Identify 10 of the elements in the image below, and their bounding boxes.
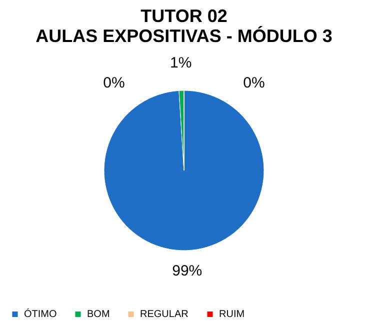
text: 0% xyxy=(243,74,265,92)
legend-label: REGULAR xyxy=(140,309,188,320)
legend-label: BOM xyxy=(87,309,110,320)
data-label: 99% xyxy=(172,262,202,280)
chart-title: TUTOR 02 AULAS EXPOSITIVAS - MÓDULO 3 xyxy=(36,6,332,46)
legend-label: ÓTIMO xyxy=(24,308,57,320)
data-label: 1% xyxy=(170,54,192,72)
text: 0% xyxy=(103,74,125,92)
legend-label: RUIM xyxy=(219,309,245,320)
pie-slice xyxy=(104,90,264,251)
